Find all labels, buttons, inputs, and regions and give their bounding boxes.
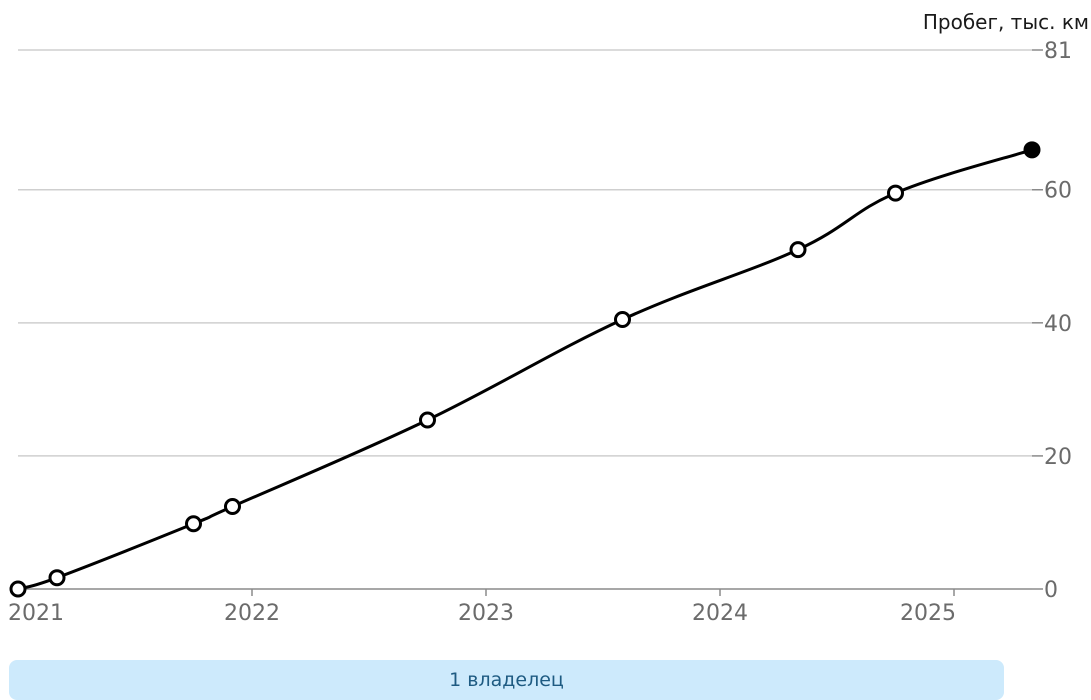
y-axis-label: Пробег, тыс. км xyxy=(923,10,1089,34)
x-tick-label-2021: 2021 xyxy=(8,601,64,626)
x-tick-label-2022: 2022 xyxy=(224,601,280,626)
series-mileage xyxy=(9,141,1041,598)
data-point-2 xyxy=(48,569,66,587)
data-point-1 xyxy=(9,580,27,598)
mileage-chart: 0 20 40 60 81 2021 2022 2023 2024 2025 Пробег, ты… xyxy=(8,10,1089,626)
x-tick-label-2023: 2023 xyxy=(458,601,514,626)
y-tick-label-60: 60 xyxy=(1044,179,1072,204)
data-point-8 xyxy=(887,184,904,202)
axes: 0 20 40 60 81 2021 2022 2023 2024 2025 xyxy=(8,39,1072,626)
y-tick-label-40: 40 xyxy=(1044,312,1072,337)
data-point-4 xyxy=(224,497,241,515)
grid-lines xyxy=(18,49,1032,457)
y-tick-label-0: 0 xyxy=(1044,578,1058,603)
data-point-9 xyxy=(1023,141,1041,159)
data-point-5 xyxy=(419,411,436,429)
y-tick-label-81: 81 xyxy=(1044,39,1072,64)
y-tick-label-20: 20 xyxy=(1044,445,1072,470)
series-line xyxy=(16,148,1034,591)
x-tick-label-2024: 2024 xyxy=(692,601,748,626)
data-point-6 xyxy=(614,311,631,328)
data-point-3 xyxy=(185,515,202,533)
owners-label: 1 владелец xyxy=(449,669,564,691)
owners-bar: 1 владелец xyxy=(9,660,1004,700)
x-tick-label-2025: 2025 xyxy=(900,601,956,626)
data-point-7 xyxy=(789,241,807,259)
